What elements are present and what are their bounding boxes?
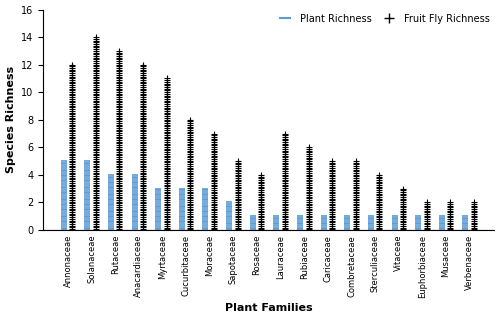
Y-axis label: Species Richness: Species Richness <box>6 66 16 173</box>
X-axis label: Plant Families: Plant Families <box>225 303 312 314</box>
Legend: Plant Richness, Fruit Fly Richness: Plant Richness, Fruit Fly Richness <box>274 10 494 28</box>
